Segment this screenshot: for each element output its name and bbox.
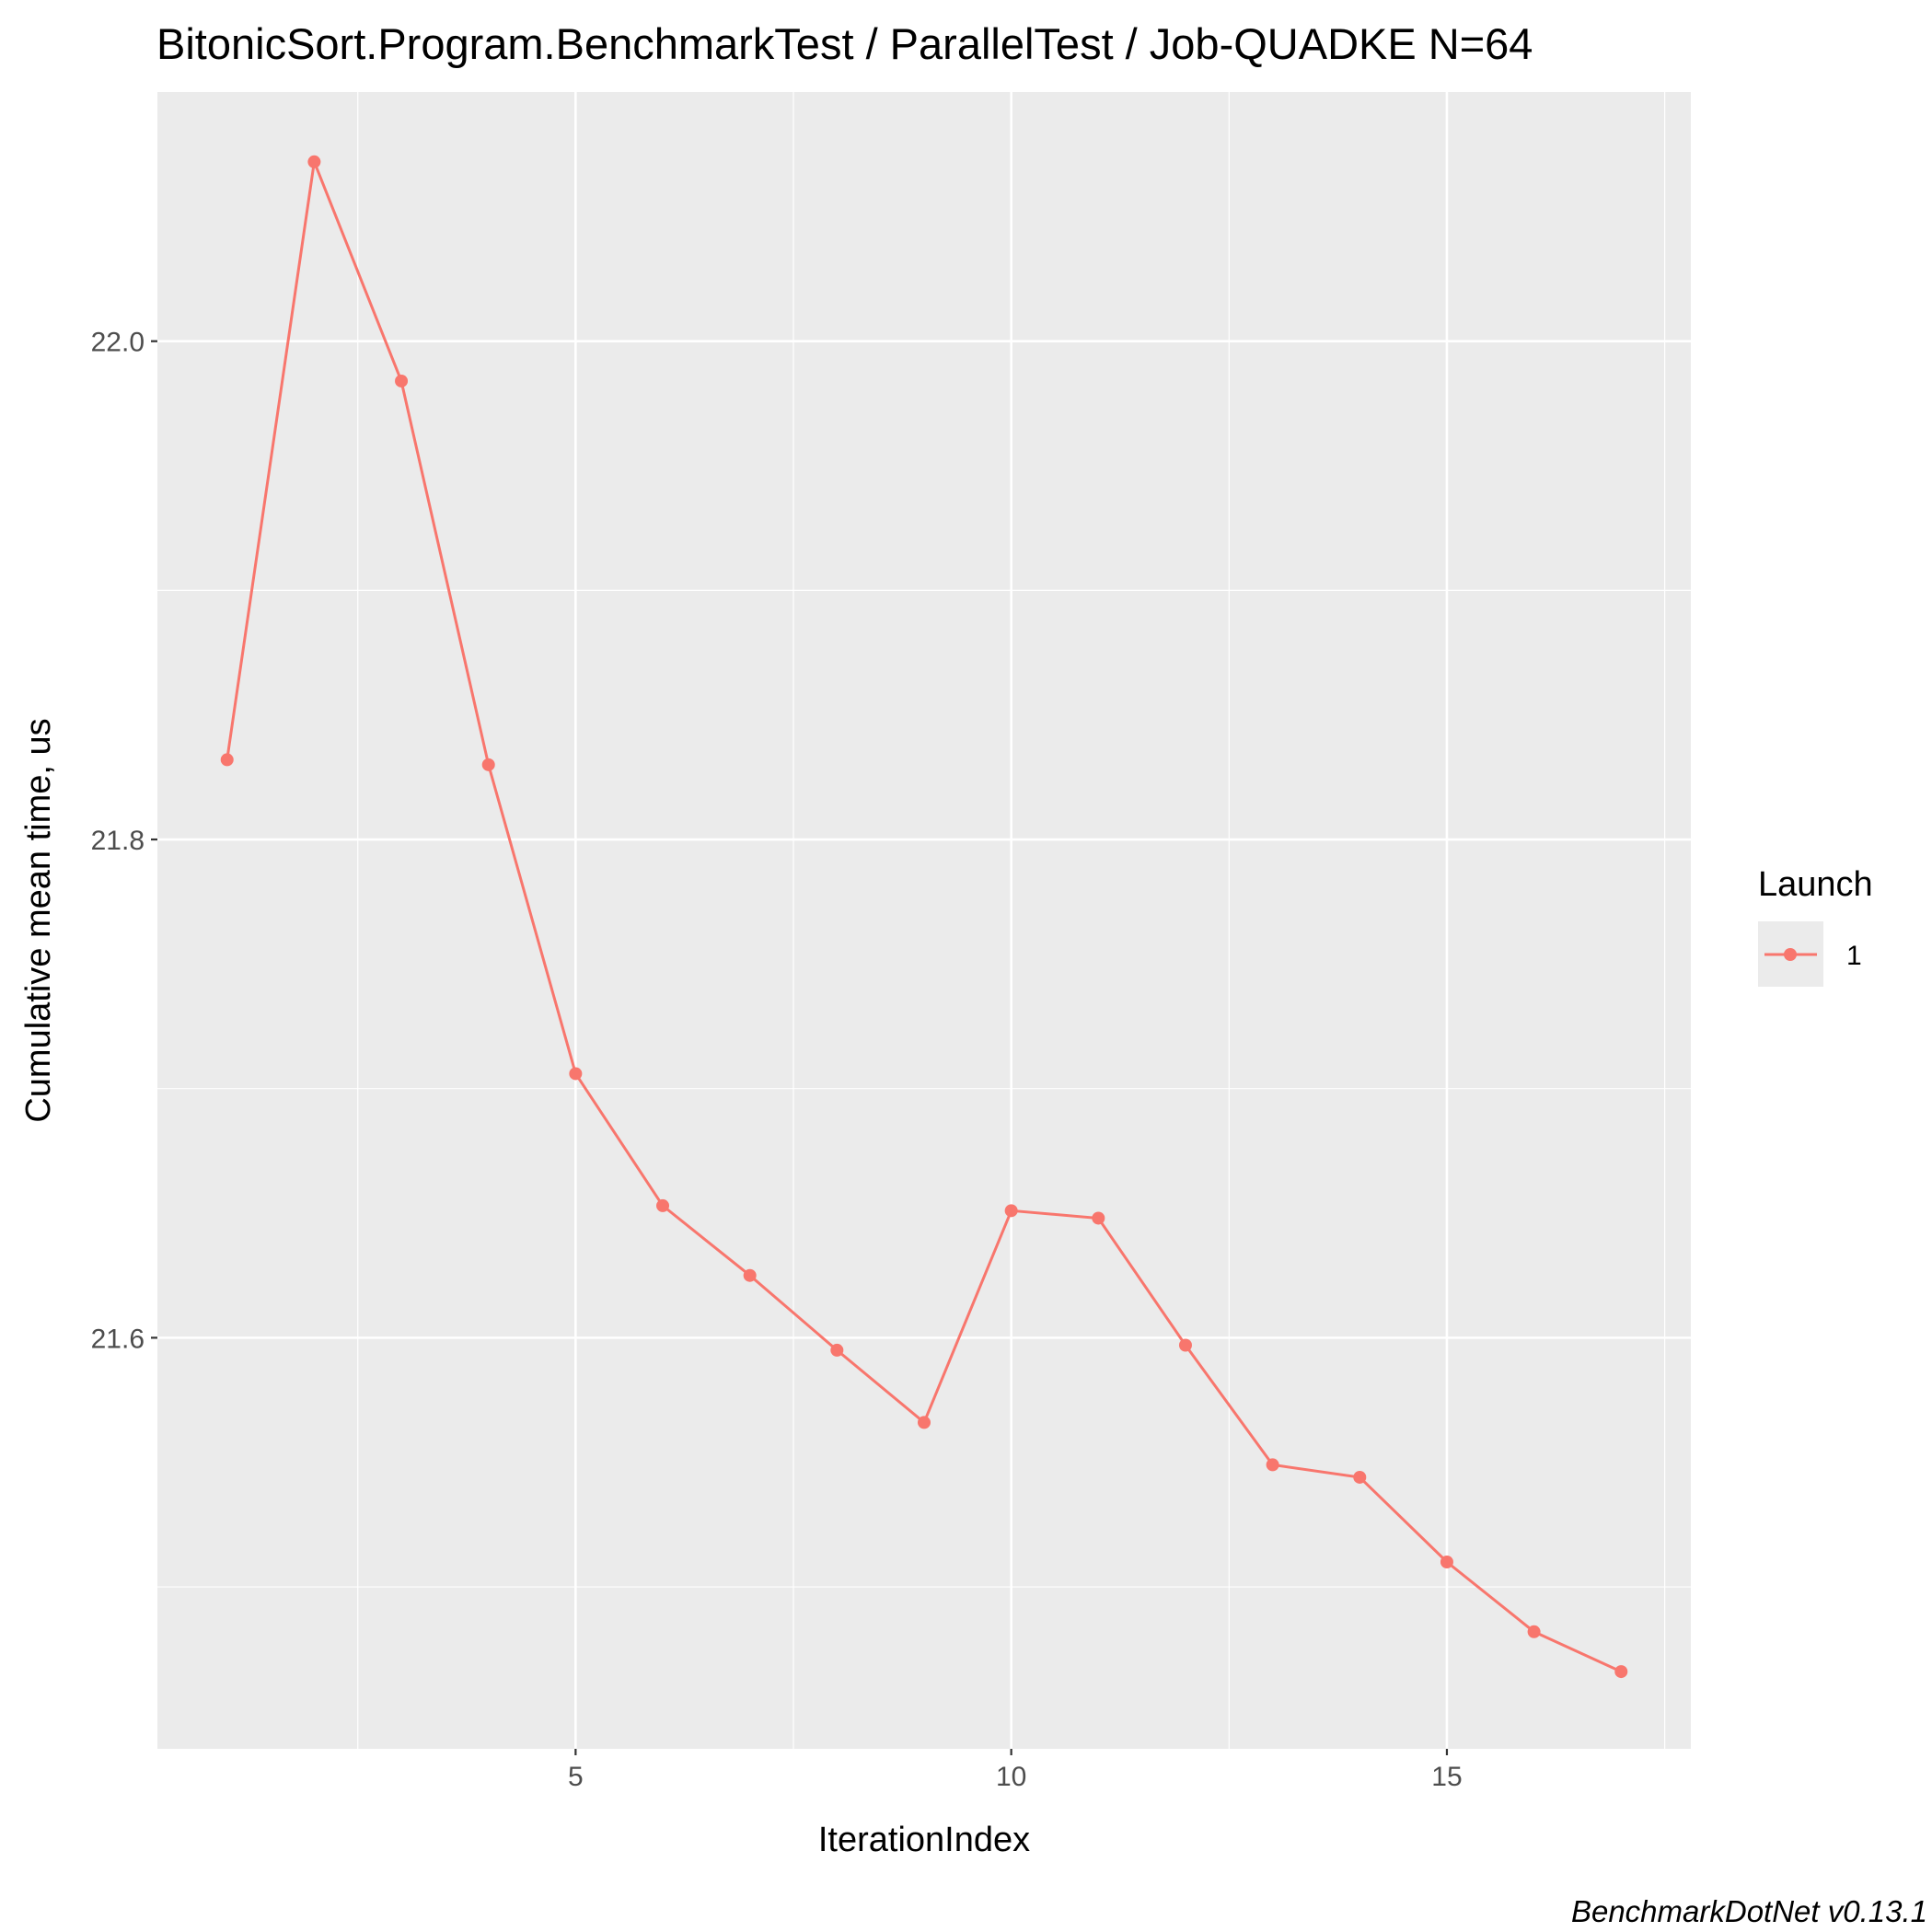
data-point <box>1440 1555 1453 1568</box>
data-point <box>830 1343 844 1357</box>
data-point <box>1353 1470 1367 1484</box>
grid-minor <box>157 92 1691 1749</box>
caption: BenchmarkDotNet v0.13.1 <box>1571 1894 1927 1928</box>
grid-major <box>157 92 1691 1749</box>
x-axis: 5 10 15 <box>568 1749 1463 1792</box>
plot-panel <box>157 92 1691 1749</box>
legend-label: 1 <box>1846 941 1862 971</box>
legend-key-point <box>1784 948 1797 961</box>
data-point <box>1004 1204 1018 1218</box>
y-tick-label: 22.0 <box>91 328 145 358</box>
data-point <box>307 155 321 168</box>
data-point <box>1178 1338 1192 1352</box>
legend-title: Launch <box>1758 865 1873 904</box>
x-tick-label: 5 <box>568 1762 584 1792</box>
series-layer <box>220 155 1628 1679</box>
x-axis-title: IterationIndex <box>818 1821 1030 1859</box>
data-point <box>220 753 234 767</box>
data-point <box>569 1067 583 1081</box>
y-axis: 21.6 21.8 22.0 <box>91 328 157 1354</box>
x-tick-label: 10 <box>996 1762 1026 1792</box>
y-axis-title: Cumulative mean time, us <box>19 718 58 1122</box>
data-point <box>481 758 495 771</box>
data-point <box>656 1198 670 1212</box>
data-point <box>395 374 409 388</box>
data-point <box>1527 1625 1541 1638</box>
data-point <box>1614 1665 1628 1679</box>
data-point <box>1092 1211 1105 1225</box>
x-tick-label: 15 <box>1431 1762 1462 1792</box>
data-point <box>1266 1458 1279 1472</box>
chart-title: BitonicSort.Program.BenchmarkTest / Para… <box>156 19 1533 68</box>
y-tick-label: 21.8 <box>91 826 145 856</box>
legend: Launch 1 <box>1758 865 1873 987</box>
y-tick-label: 21.6 <box>91 1324 145 1354</box>
data-point <box>743 1268 757 1282</box>
data-point <box>918 1416 931 1429</box>
